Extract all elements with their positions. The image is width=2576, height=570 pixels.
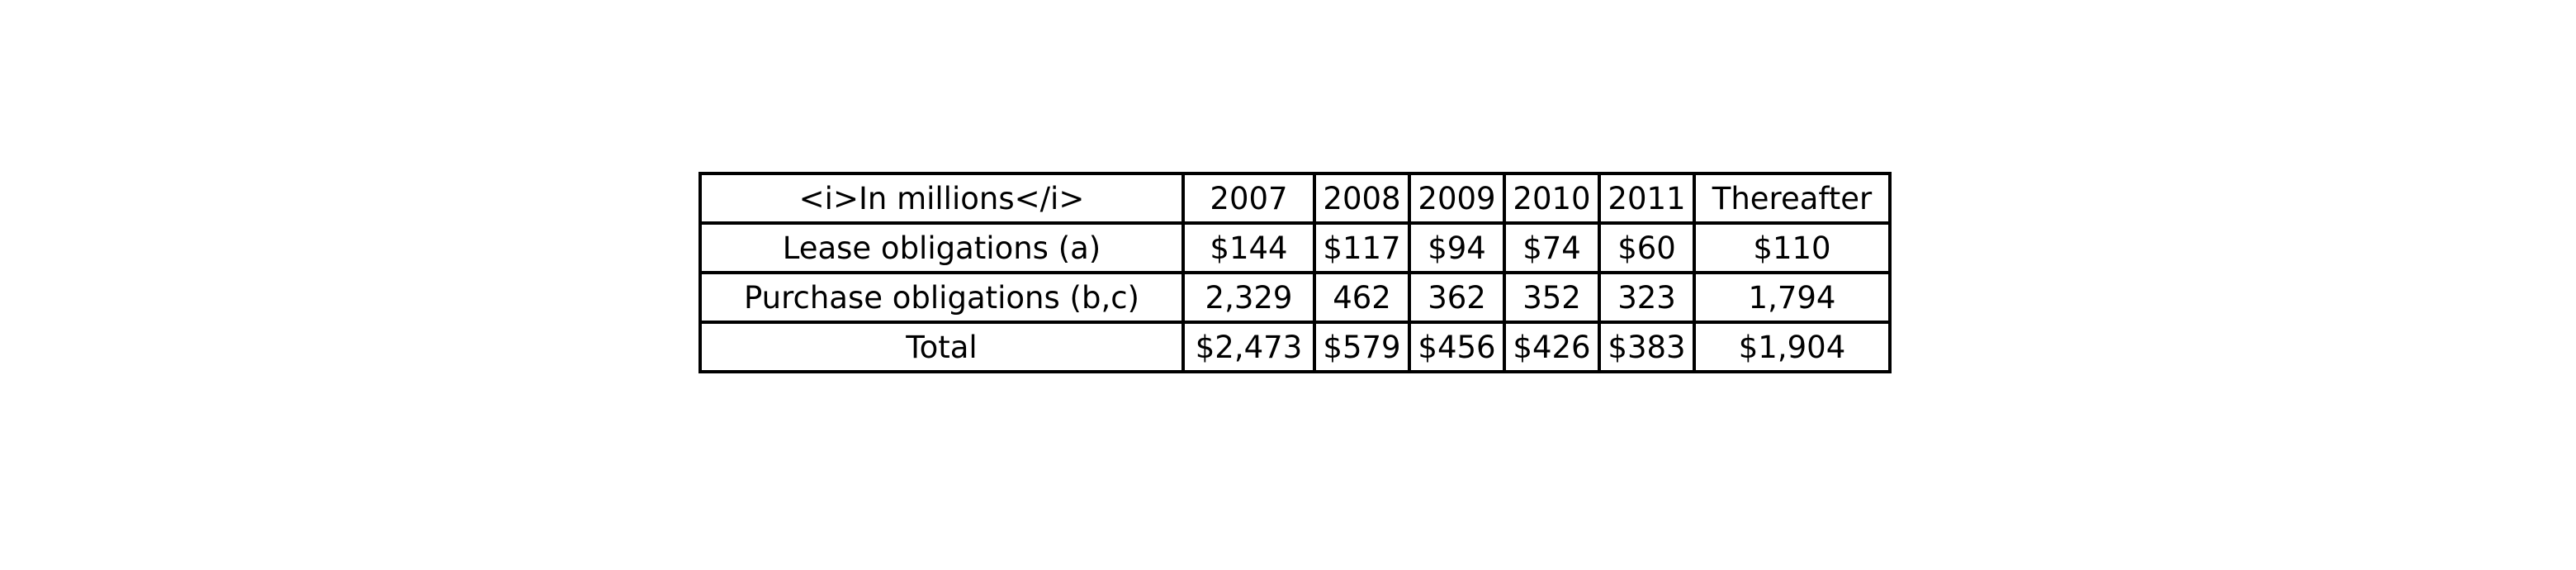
table-cell: $426 [1503, 321, 1601, 373]
table-row: Lease obligations (a) $144 $117 $94 $74 … [698, 221, 1892, 274]
table-cell: 2,329 [1181, 271, 1316, 324]
table-cell: $144 [1181, 221, 1316, 274]
table-cell: 462 [1313, 271, 1411, 324]
table-container: <i>In millions</i> 2007 2008 2009 2010 2… [698, 172, 1892, 373]
table-cell: 323 [1598, 271, 1696, 324]
table-row: Total $2,473 $579 $456 $426 $383 $1,904 [698, 321, 1892, 373]
table-cell: $2,473 [1181, 321, 1316, 373]
table-cell: $456 [1408, 321, 1506, 373]
header-cell: 2007 [1181, 172, 1316, 225]
row-label-cell: Lease obligations (a) [698, 221, 1185, 274]
header-cell: <i>In millions</i> [698, 172, 1185, 225]
table-cell: $74 [1503, 221, 1601, 274]
table-cell: $1,904 [1693, 321, 1892, 373]
data-table: <i>In millions</i> 2007 2008 2009 2010 2… [698, 172, 1892, 373]
header-cell: 2009 [1408, 172, 1506, 225]
table-cell: 362 [1408, 271, 1506, 324]
table-cell: 352 [1503, 271, 1601, 324]
table-cell: $117 [1313, 221, 1411, 274]
header-cell: 2008 [1313, 172, 1411, 225]
table-cell: $579 [1313, 321, 1411, 373]
header-cell: Thereafter [1693, 172, 1892, 225]
table-cell: $60 [1598, 221, 1696, 274]
table-cell: 1,794 [1693, 271, 1892, 324]
table-header-row: <i>In millions</i> 2007 2008 2009 2010 2… [698, 172, 1892, 225]
table-cell: $110 [1693, 221, 1892, 274]
table-cell: $383 [1598, 321, 1696, 373]
row-label-cell: Purchase obligations (b,c) [698, 271, 1185, 324]
header-cell: 2011 [1598, 172, 1696, 225]
table-row: Purchase obligations (b,c) 2,329 462 362… [698, 271, 1892, 324]
header-cell: 2010 [1503, 172, 1601, 225]
table-cell: $94 [1408, 221, 1506, 274]
row-label-cell: Total [698, 321, 1185, 373]
